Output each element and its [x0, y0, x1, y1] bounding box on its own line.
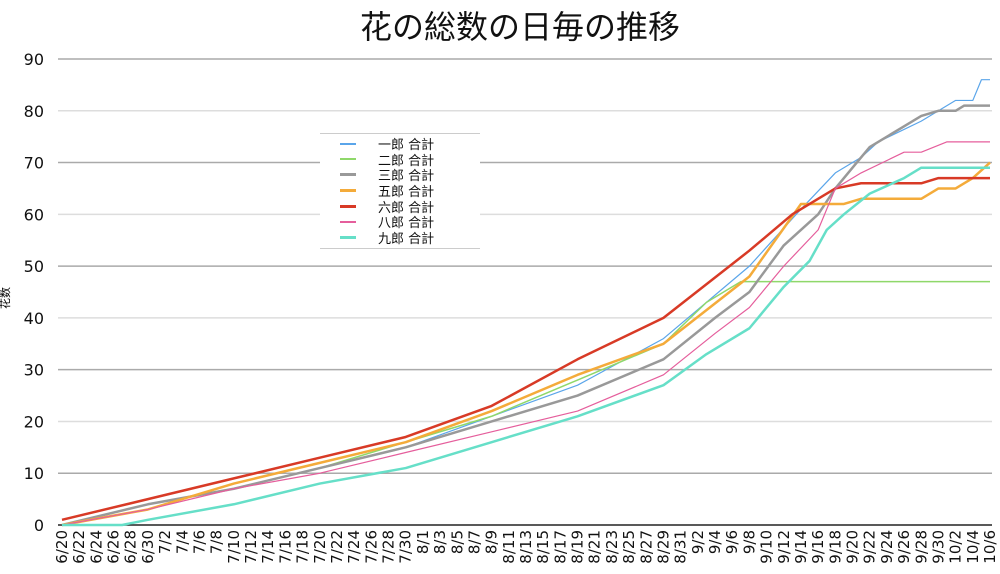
x-tick-label: 9/20	[844, 530, 862, 564]
y-tick-label: 90	[24, 50, 44, 69]
x-tick-label: 7/2	[156, 530, 174, 554]
x-tick-label: 6/24	[87, 530, 105, 564]
x-tick-label: 6/30	[139, 530, 157, 564]
series-line	[61, 161, 991, 527]
legend-label: 六郎 合計	[378, 200, 435, 216]
y-tick-label: 80	[24, 102, 44, 121]
x-tick-label: 8/19	[569, 530, 587, 564]
x-tick-label: 6/22	[70, 530, 88, 564]
x-tick-label: 8/13	[517, 530, 535, 564]
series-line	[62, 166, 990, 527]
legend-swatch	[340, 220, 356, 223]
x-tick-label: 9/22	[861, 530, 879, 564]
x-tick-label: 8/17	[551, 530, 569, 564]
y-tick-label: 20	[24, 412, 44, 431]
legend-swatch	[340, 173, 356, 177]
y-tick-label: 40	[24, 309, 44, 328]
legend-label: 一郎 合計	[378, 138, 435, 154]
y-tick-label: 50	[24, 257, 44, 276]
series-line	[61, 79, 990, 526]
x-tick-label: 9/8	[740, 530, 758, 554]
legend: 一郎 合計 二郎 合計 三郎 合計 五郎 合計 六郎 合計 八郎 合計 九郎 合計	[320, 133, 480, 250]
x-tick-label: 8/7	[465, 530, 483, 554]
x-tick-label: 9/12	[775, 530, 793, 564]
legend-item: 六郎 合計	[320, 198, 480, 216]
x-tick-label: 7/10	[225, 530, 243, 564]
legend-swatch	[340, 189, 356, 193]
y-tick-label: 60	[24, 205, 44, 224]
x-tick-label: 10/6	[981, 530, 999, 564]
legend-label: 三郎 合計	[378, 169, 435, 185]
x-tick-label: 8/9	[483, 530, 501, 554]
x-tick-label: 9/4	[706, 530, 724, 554]
x-tick-label: 10/2	[947, 530, 965, 564]
x-tick-label: 9/28	[912, 530, 930, 564]
x-tick-label: 8/1	[414, 530, 432, 554]
legend-label: 八郎 合計	[378, 216, 435, 232]
x-tick-label: 7/22	[328, 530, 346, 564]
series-line	[61, 176, 990, 522]
series-line	[61, 104, 990, 527]
x-tick-label: 9/10	[758, 530, 776, 564]
x-tick-label: 8/3	[431, 530, 449, 554]
x-tick-label: 9/2	[689, 530, 707, 554]
legend-item: 九郎 合計	[320, 230, 480, 247]
x-tick-label: 9/24	[878, 530, 896, 564]
legend-label: 二郎 合計	[378, 153, 435, 169]
x-tick-label: 9/30	[929, 530, 947, 564]
legend-item: 五郎 合計	[320, 183, 480, 201]
y-tick-label: 70	[24, 154, 44, 173]
x-tick-label: 7/28	[380, 530, 398, 564]
x-tick-label: 8/11	[500, 530, 518, 564]
x-tick-label: 8/15	[534, 530, 552, 564]
x-tick-label: 7/20	[311, 530, 329, 564]
legend-swatch	[340, 235, 356, 239]
x-tick-label: 9/18	[826, 530, 844, 564]
x-tick-label: 8/29	[654, 530, 672, 564]
series-line	[61, 141, 990, 526]
x-tick-label: 9/6	[723, 530, 741, 554]
legend-item: 二郎 合計	[320, 152, 480, 169]
x-tick-label: 7/16	[276, 530, 294, 564]
x-tick-label: 7/30	[397, 530, 415, 564]
y-tick-label: 0	[34, 516, 44, 535]
x-tick-label: 6/20	[53, 530, 71, 564]
legend-swatch	[340, 204, 356, 208]
legend-swatch	[340, 142, 356, 145]
x-tick-label: 7/6	[190, 530, 208, 554]
x-tick-label: 8/25	[620, 530, 638, 564]
x-tick-label: 7/8	[208, 530, 226, 554]
x-tick-label: 9/14	[792, 530, 810, 564]
legend-label: 五郎 合計	[378, 185, 435, 201]
x-tick-label: 8/31	[672, 530, 690, 564]
x-tick-label: 10/4	[964, 530, 982, 564]
x-tick-label: 6/28	[122, 530, 140, 564]
legend-swatch	[340, 158, 356, 161]
x-tick-label: 8/27	[637, 530, 655, 564]
legend-label: 九郎 合計	[378, 231, 435, 247]
x-tick-label: 8/21	[586, 530, 604, 564]
x-tick-label: 7/12	[242, 530, 260, 564]
y-tick-label: 30	[24, 361, 44, 380]
legend-item: 三郎 合計	[320, 167, 480, 185]
x-tick-label: 7/26	[362, 530, 380, 564]
x-tick-label: 9/16	[809, 530, 827, 564]
y-tick-label: 10	[24, 464, 44, 483]
x-tick-label: 8/5	[448, 530, 466, 554]
x-tick-label: 9/26	[895, 530, 913, 564]
legend-item: 一郎 合計	[320, 136, 480, 154]
chart-title: 花の総数の日毎の推移	[359, 8, 680, 46]
x-tick-label: 7/4	[173, 530, 191, 554]
x-tick-label: 8/23	[603, 530, 621, 564]
x-tick-label: 7/14	[259, 530, 277, 564]
x-tick-label: 6/26	[105, 530, 123, 564]
x-tick-label: 7/18	[294, 530, 312, 564]
x-tick-label: 7/24	[345, 530, 363, 564]
legend-item: 八郎 合計	[320, 214, 480, 232]
